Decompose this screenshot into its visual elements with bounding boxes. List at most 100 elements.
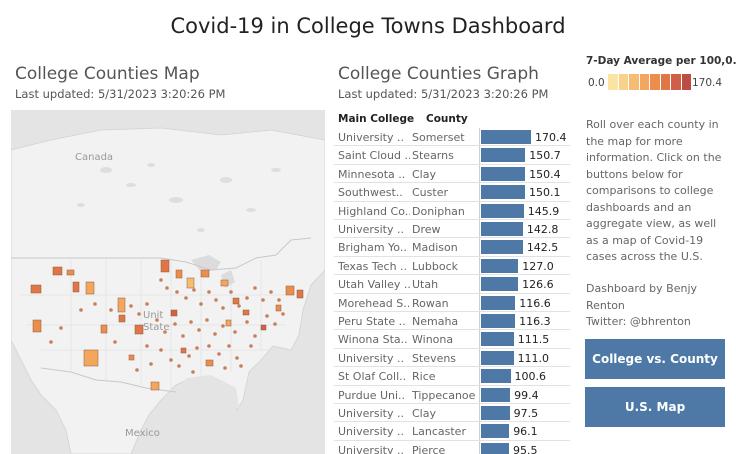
bar-value-label: 111.5: [517, 333, 550, 347]
map-updated: Last updated: 5/31/2023 3:20:26 PM: [15, 87, 226, 101]
college-counties-map[interactable]: Canada Unit State Mexico: [11, 110, 325, 454]
table-row[interactable]: University .. Lancaster 96.1: [334, 422, 570, 441]
row-county: Custer: [412, 186, 448, 200]
table-row[interactable]: Brigham Yo.. Madison 142.5: [334, 238, 570, 257]
bar-value-label: 96.1: [513, 425, 538, 439]
bar-value-label: 142.5: [526, 241, 559, 255]
bar-rowan[interactable]: [481, 295, 516, 310]
bar-value-label: 99.4: [514, 388, 539, 402]
row-college: Utah Valley ..: [338, 278, 410, 292]
row-college: University ..: [338, 407, 404, 420]
us-canada-border: [11, 237, 312, 271]
gulf-of-mexico: [181, 375, 239, 410]
row-college: University ..: [338, 351, 404, 365]
table-row[interactable]: Utah Valley .. Utah 126.6: [334, 275, 570, 294]
bar-drew[interactable]: [481, 222, 523, 236]
legend-swatch: [681, 74, 692, 90]
bar-tippecanoe[interactable]: [481, 387, 511, 402]
college-counties[interactable]: [30, 259, 304, 391]
row-county: Doniphan: [412, 204, 465, 218]
bar-madison[interactable]: [481, 240, 523, 255]
bar-stearns[interactable]: [481, 148, 526, 163]
row-college: University ..: [338, 131, 404, 144]
graph-title: College Counties Graph: [338, 64, 539, 84]
bar-value-label: 142.8: [526, 223, 559, 236]
bar-nemaha[interactable]: [481, 314, 516, 328]
college-vs-county-button[interactable]: College vs. County: [585, 339, 725, 379]
bar-somerset[interactable]: [481, 130, 531, 144]
row-county: Clay: [412, 407, 436, 420]
college-counties-graph[interactable]: Main College County University .. Somerse…: [334, 110, 570, 454]
row-college: Southwest..: [338, 186, 403, 200]
row-college: Minnesota ..: [338, 167, 406, 181]
table-row[interactable]: Winona Sta.. Winona 111.5: [334, 330, 570, 349]
bar-lancaster[interactable]: [481, 424, 510, 439]
canada-lakes: [77, 163, 281, 232]
table-row[interactable]: University .. Clay 97.5: [334, 404, 570, 423]
credit-line-1: Dashboard by Benjy: [586, 282, 698, 295]
table-row[interactable]: Highland Co.. Doniphan 145.9: [334, 202, 570, 220]
row-college: St Olaf Coll..: [338, 370, 407, 384]
table-row[interactable]: St Olaf Coll.. Rice 100.6: [334, 367, 570, 386]
us-map-button[interactable]: U.S. Map: [585, 387, 725, 427]
row-college: University ..: [338, 425, 404, 439]
column-header-main-college[interactable]: Main College: [338, 113, 415, 125]
graph-axis: [479, 128, 480, 454]
bar-value-label: 150.1: [529, 186, 561, 200]
row-county: Drew: [412, 223, 441, 236]
county-dots[interactable]: [49, 278, 285, 374]
column-header-county[interactable]: County: [426, 113, 468, 125]
legend-swatch: [618, 74, 629, 90]
row-college: Peru State ..: [338, 315, 406, 328]
row-county: Somerset: [412, 131, 465, 144]
legend-max: 170.4: [692, 77, 723, 89]
credit-line-3: Twitter: @bhrenton: [586, 315, 691, 328]
row-county: Madison: [412, 241, 458, 255]
row-college: Purdue Uni..: [338, 388, 406, 402]
legend-title: 7-Day Average per 100,0...: [586, 55, 736, 67]
table-row[interactable]: University .. Stevens 111.0: [334, 349, 570, 368]
table-row[interactable]: Southwest.. Custer 150.1: [334, 183, 570, 202]
bar-utah[interactable]: [481, 277, 519, 292]
bar-lubbock[interactable]: [481, 258, 519, 273]
map-label-united: Unit: [143, 310, 164, 321]
bar-clay[interactable]: [481, 406, 510, 420]
bar-custer[interactable]: [481, 185, 526, 200]
table-row[interactable]: Texas Tech .. Lubbock 127.0: [334, 257, 570, 276]
bar-pierce[interactable]: [481, 442, 510, 454]
table-row[interactable]: University .. Somerset 170.4: [334, 128, 570, 147]
credit: Dashboard by Benjy Renton Twitter: @bhre…: [586, 281, 731, 331]
bar-value-label: 170.4: [535, 131, 567, 144]
row-county: Nemaha: [412, 315, 459, 328]
map-canvas[interactable]: [11, 110, 325, 454]
table-row[interactable]: Minnesota .. Clay 150.4: [334, 165, 570, 184]
row-college: Brigham Yo..: [338, 241, 407, 255]
row-college: University ..: [338, 223, 404, 236]
row-county: Utah: [412, 278, 439, 292]
bar-rice[interactable]: [481, 369, 511, 384]
bar-clay[interactable]: [481, 166, 526, 181]
bar-winona[interactable]: [481, 332, 514, 347]
table-row[interactable]: Purdue Uni.. Tippecanoe 99.4: [334, 386, 570, 404]
bar-value-label: 126.6: [522, 278, 554, 292]
bar-value-label: 116.3: [519, 315, 551, 328]
table-row[interactable]: Peru State .. Nemaha 116.3: [334, 312, 570, 331]
table-row[interactable]: Morehead S.. Rowan 116.6: [334, 294, 570, 312]
row-county: Rice: [412, 370, 436, 384]
row-county: Lancaster: [412, 425, 466, 439]
legend-swatch: [608, 74, 619, 90]
table-row[interactable]: University .. Drew 142.8: [334, 220, 570, 239]
legend-swatch: [639, 74, 650, 90]
row-college: Saint Cloud ..: [338, 149, 410, 163]
row-county: Rowan: [412, 296, 449, 310]
bar-stevens[interactable]: [481, 350, 514, 365]
bar-value-label: 145.9: [527, 204, 560, 218]
row-county: Stevens: [412, 351, 457, 365]
graph-updated: Last updated: 5/31/2023 3:20:26 PM: [338, 87, 549, 101]
bar-doniphan[interactable]: [481, 203, 524, 218]
legend-swatch: [671, 74, 682, 90]
legend-swatch: [650, 74, 661, 90]
table-row[interactable]: University .. Pierce 95.5: [334, 441, 570, 454]
dashboard-title: Covid-19 in College Towns Dashboard: [170, 14, 566, 38]
table-row[interactable]: Saint Cloud .. Stearns 150.7: [334, 146, 570, 165]
